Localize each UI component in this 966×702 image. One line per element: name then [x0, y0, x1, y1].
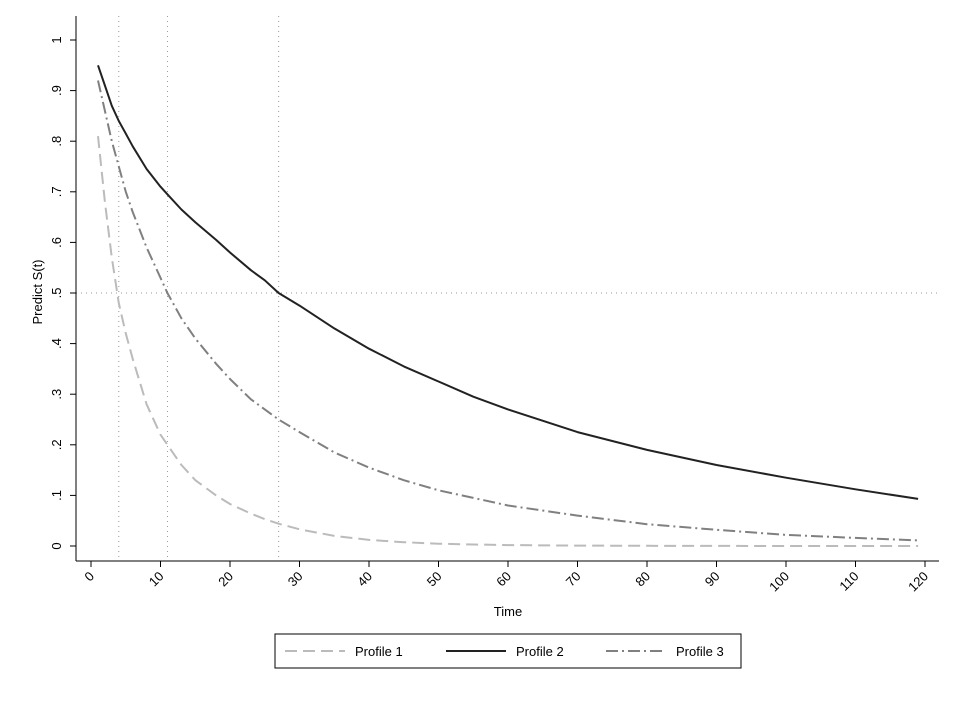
x-tick-label: 10 [146, 569, 167, 590]
series-line-profile-3 [97, 80, 919, 542]
y-tick-label: .5 [49, 288, 64, 299]
y-tick-label: .7 [49, 186, 64, 197]
x-tick-label: 90 [702, 569, 723, 590]
series-line-profile-2 [97, 64, 919, 500]
y-tick-label: .3 [49, 389, 64, 400]
y-tick-label: .2 [49, 439, 64, 450]
x-axis-title: Time [494, 604, 522, 619]
y-tick-label: .4 [49, 338, 64, 349]
x-tick-label: 100 [766, 569, 792, 595]
legend-label-profile-2: Profile 2 [516, 644, 564, 659]
legend-box [274, 633, 742, 669]
x-tick-label: 40 [354, 569, 375, 590]
y-tick-label: 0 [49, 542, 64, 549]
y-axis-title: Predict S(t) [30, 259, 45, 324]
y-tick-label: .1 [49, 490, 64, 501]
x-tick-label: 80 [632, 569, 653, 590]
y-tick-label: .6 [49, 237, 64, 248]
x-tick-label: 30 [285, 569, 306, 590]
y-tick-label: 1 [49, 36, 64, 43]
series-line-profile-1 [97, 135, 919, 547]
x-tick-label: 60 [493, 569, 514, 590]
x-axis: 0 10 20 30 40 50 60 70 80 90 100 110 120 [76, 560, 939, 595]
x-tick-label: 0 [81, 569, 97, 585]
x-tick-label: 110 [836, 569, 861, 594]
x-tick-label: 20 [215, 569, 236, 590]
series-lines [97, 64, 919, 547]
x-tick-label: 70 [563, 569, 584, 590]
legend: Profile 1 Profile 2 Profile 3 [274, 633, 742, 669]
y-axis: 0 .1 .2 .3 .4 .5 .6 .7 .8 .9 1 [49, 16, 77, 561]
x-tick-label: 50 [424, 569, 445, 590]
y-tick-label: .9 [49, 85, 64, 96]
legend-label-profile-1: Profile 1 [355, 644, 403, 659]
legend-label-profile-3: Profile 3 [676, 644, 724, 659]
y-tick-label: .8 [49, 136, 64, 147]
reference-lines [76, 16, 939, 561]
x-tick-label: 120 [905, 569, 931, 595]
